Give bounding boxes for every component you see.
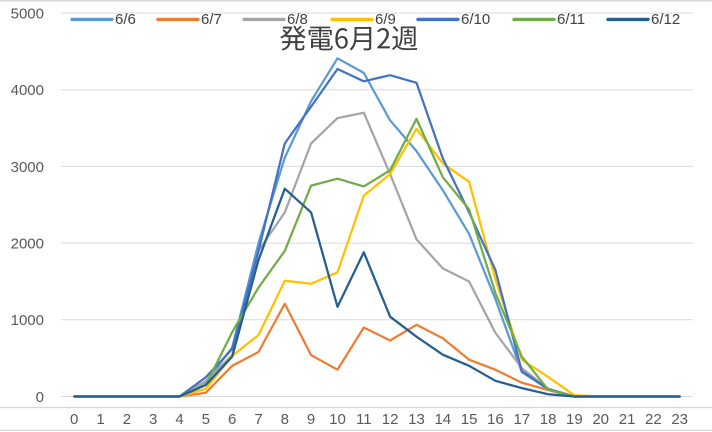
svg-text:6/10: 6/10 — [461, 11, 490, 28]
svg-text:10: 10 — [329, 411, 346, 428]
svg-text:20: 20 — [592, 411, 609, 428]
svg-text:12: 12 — [382, 411, 399, 428]
svg-text:6/6: 6/6 — [115, 11, 136, 28]
svg-text:15: 15 — [461, 411, 478, 428]
svg-text:4000: 4000 — [11, 82, 44, 99]
svg-text:2: 2 — [123, 411, 131, 428]
svg-text:14: 14 — [434, 411, 451, 428]
svg-text:7: 7 — [254, 411, 262, 428]
svg-text:23: 23 — [671, 411, 688, 428]
svg-text:3000: 3000 — [11, 159, 44, 176]
svg-text:1: 1 — [96, 411, 104, 428]
svg-text:6/9: 6/9 — [375, 11, 396, 28]
svg-text:16: 16 — [487, 411, 504, 428]
svg-text:6/11: 6/11 — [557, 11, 585, 28]
svg-text:17: 17 — [513, 411, 530, 428]
svg-text:6/8: 6/8 — [287, 11, 308, 28]
svg-text:4: 4 — [175, 411, 183, 428]
svg-text:21: 21 — [619, 411, 636, 428]
svg-text:3: 3 — [149, 411, 157, 428]
svg-text:22: 22 — [645, 411, 662, 428]
svg-text:6: 6 — [228, 411, 236, 428]
svg-text:8: 8 — [281, 411, 289, 428]
svg-text:9: 9 — [307, 411, 315, 428]
svg-text:11: 11 — [356, 411, 372, 428]
svg-text:5: 5 — [202, 411, 210, 428]
svg-text:13: 13 — [408, 411, 425, 428]
svg-text:0: 0 — [70, 411, 78, 428]
svg-text:19: 19 — [566, 411, 583, 428]
svg-text:18: 18 — [540, 411, 557, 428]
svg-text:6/7: 6/7 — [201, 11, 222, 28]
svg-text:2000: 2000 — [11, 236, 44, 253]
svg-text:5000: 5000 — [11, 5, 44, 22]
svg-text:0: 0 — [36, 389, 44, 406]
svg-text:1000: 1000 — [11, 312, 44, 329]
svg-text:6/12: 6/12 — [651, 11, 680, 28]
